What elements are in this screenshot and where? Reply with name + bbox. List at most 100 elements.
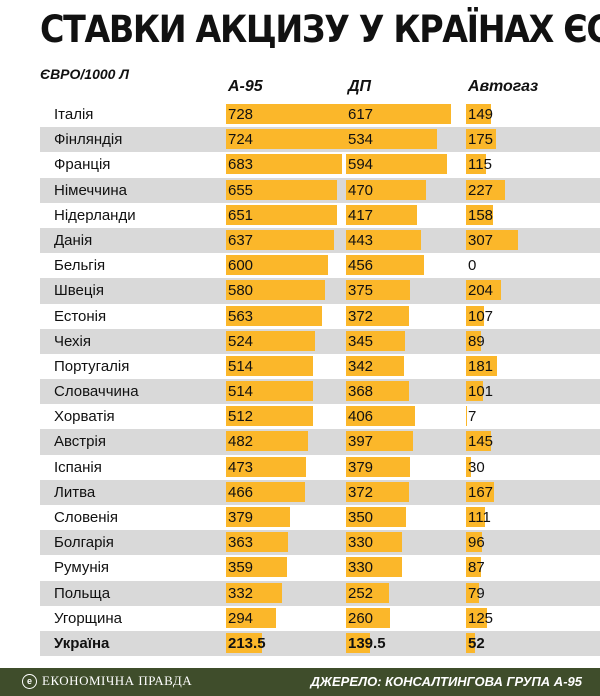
bar-dp — [346, 280, 410, 301]
value-label-a95: 514 — [228, 357, 254, 375]
value-label-dp: 350 — [348, 509, 374, 526]
bar-dp — [346, 557, 403, 578]
bar-dp — [346, 104, 451, 124]
value-label-dp: 456 — [348, 257, 374, 275]
bar-dp — [346, 154, 447, 175]
value-label-a95: 363 — [228, 534, 254, 552]
value-label-a95: 379 — [228, 509, 254, 526]
table-row: Австрія 482 397 145 — [40, 429, 600, 455]
value-label-autogas: 7 — [468, 408, 477, 426]
value-label-autogas: 89 — [468, 332, 485, 350]
value-label-autogas: 149 — [468, 106, 494, 123]
bar-a95 — [226, 431, 308, 452]
country-label: Німеччина — [54, 181, 127, 199]
country-label: Естонія — [54, 307, 107, 325]
country-label: Швеція — [54, 282, 104, 300]
table-row: Польща 332 252 79 — [40, 580, 600, 606]
table-row: Румунія 359 330 87 — [40, 555, 600, 580]
country-label: Литва — [54, 483, 96, 501]
bar-a95 — [226, 557, 288, 578]
bar-dp — [346, 456, 411, 477]
source-note: ДЖЕРЕЛО: КОНСАЛТИНГОВА ГРУПА А-95 — [310, 674, 582, 689]
bar-dp — [346, 330, 405, 351]
column-header-a95: А-95 — [228, 78, 263, 95]
value-label-dp: 372 — [348, 483, 374, 501]
brand-name: ЕКОНОМІЧНА ПРАВДА — [42, 673, 193, 688]
country-label: Угорщина — [54, 609, 123, 627]
value-label-dp: 139.5 — [348, 634, 386, 652]
country-label: Бельгія — [54, 257, 106, 275]
bar-a95 — [226, 406, 314, 427]
value-label-autogas: 101 — [468, 383, 494, 401]
bar-autogas — [466, 280, 501, 301]
value-label-dp: 252 — [348, 584, 374, 602]
value-label-dp: 617 — [348, 106, 374, 123]
value-label-a95: 359 — [228, 559, 254, 577]
value-label-a95: 651 — [228, 206, 254, 224]
table-row: Литва 466 372 167 — [40, 479, 600, 505]
bar-autogas — [466, 582, 480, 603]
bar-a95 — [226, 179, 338, 200]
table-row: Словаччина 514 368 101 — [40, 379, 600, 405]
value-label-a95: 655 — [228, 181, 254, 199]
table-row: Естонія 563 372 107 — [40, 304, 600, 329]
value-label-dp: 594 — [348, 156, 374, 174]
bar-a95 — [226, 255, 328, 276]
bar-autogas — [466, 330, 482, 351]
value-label-dp: 534 — [348, 131, 374, 149]
country-label: Нідерланди — [54, 206, 136, 224]
bar-autogas — [466, 129, 496, 150]
table-row: Чехія 524 345 89 — [40, 328, 600, 354]
bar-dp — [346, 355, 405, 376]
bar-dp — [346, 406, 416, 427]
value-label-dp: 406 — [348, 408, 374, 426]
value-label-dp: 417 — [348, 206, 374, 224]
value-label-a95: 294 — [228, 609, 254, 627]
value-label-a95: 724 — [228, 131, 254, 149]
bar-a95 — [226, 204, 337, 225]
table-row: Бельгія 600 456 0 — [40, 253, 600, 278]
bar-autogas — [466, 305, 485, 326]
brand: е ЕКОНОМІЧНА ПРАВДА — [22, 673, 192, 689]
value-label-autogas: 52 — [468, 634, 485, 652]
bar-a95 — [226, 381, 314, 402]
table-row: Франція 683 594 115 — [40, 152, 600, 177]
value-label-autogas: 158 — [468, 206, 494, 224]
value-label-dp: 330 — [348, 534, 374, 552]
country-label: Словенія — [54, 509, 118, 526]
value-label-autogas: 181 — [468, 357, 494, 375]
table-row: Італія 728 617 149 — [40, 102, 600, 127]
value-label-autogas: 125 — [468, 609, 494, 627]
value-label-autogas: 87 — [468, 559, 485, 577]
bar-a95 — [226, 532, 288, 553]
bar-a95 — [226, 481, 306, 502]
value-label-autogas: 30 — [468, 458, 485, 476]
table-row: Фінляндія 724 534 175 — [40, 127, 600, 153]
country-label: Фінляндія — [54, 131, 123, 149]
country-label: Хорватія — [54, 408, 115, 426]
bar-autogas — [466, 481, 495, 502]
table-row: Україна 213.5 139.5 52 — [40, 630, 600, 657]
brand-logo-icon: е — [22, 673, 37, 689]
bar-autogas — [466, 557, 481, 578]
value-label-dp: 372 — [348, 307, 374, 325]
value-label-autogas: 79 — [468, 584, 485, 602]
bar-dp — [346, 507, 406, 527]
bar-a95 — [226, 129, 350, 150]
bar-autogas — [466, 632, 475, 653]
country-label: Італія — [54, 106, 94, 123]
value-label-a95: 482 — [228, 433, 254, 451]
value-label-a95: 332 — [228, 584, 254, 602]
value-label-autogas: 145 — [468, 433, 494, 451]
value-label-a95: 524 — [228, 332, 254, 350]
bar-a95 — [226, 305, 322, 326]
value-label-autogas: 175 — [468, 131, 494, 149]
bar-autogas — [466, 456, 472, 477]
country-label: Іспанія — [54, 458, 102, 476]
bar-dp — [346, 582, 389, 603]
bar-autogas — [466, 204, 493, 225]
bar-autogas — [466, 179, 505, 200]
bar-autogas — [466, 104, 492, 124]
value-label-dp: 345 — [348, 332, 374, 350]
table-row: Іспанія 473 379 30 — [40, 455, 600, 480]
